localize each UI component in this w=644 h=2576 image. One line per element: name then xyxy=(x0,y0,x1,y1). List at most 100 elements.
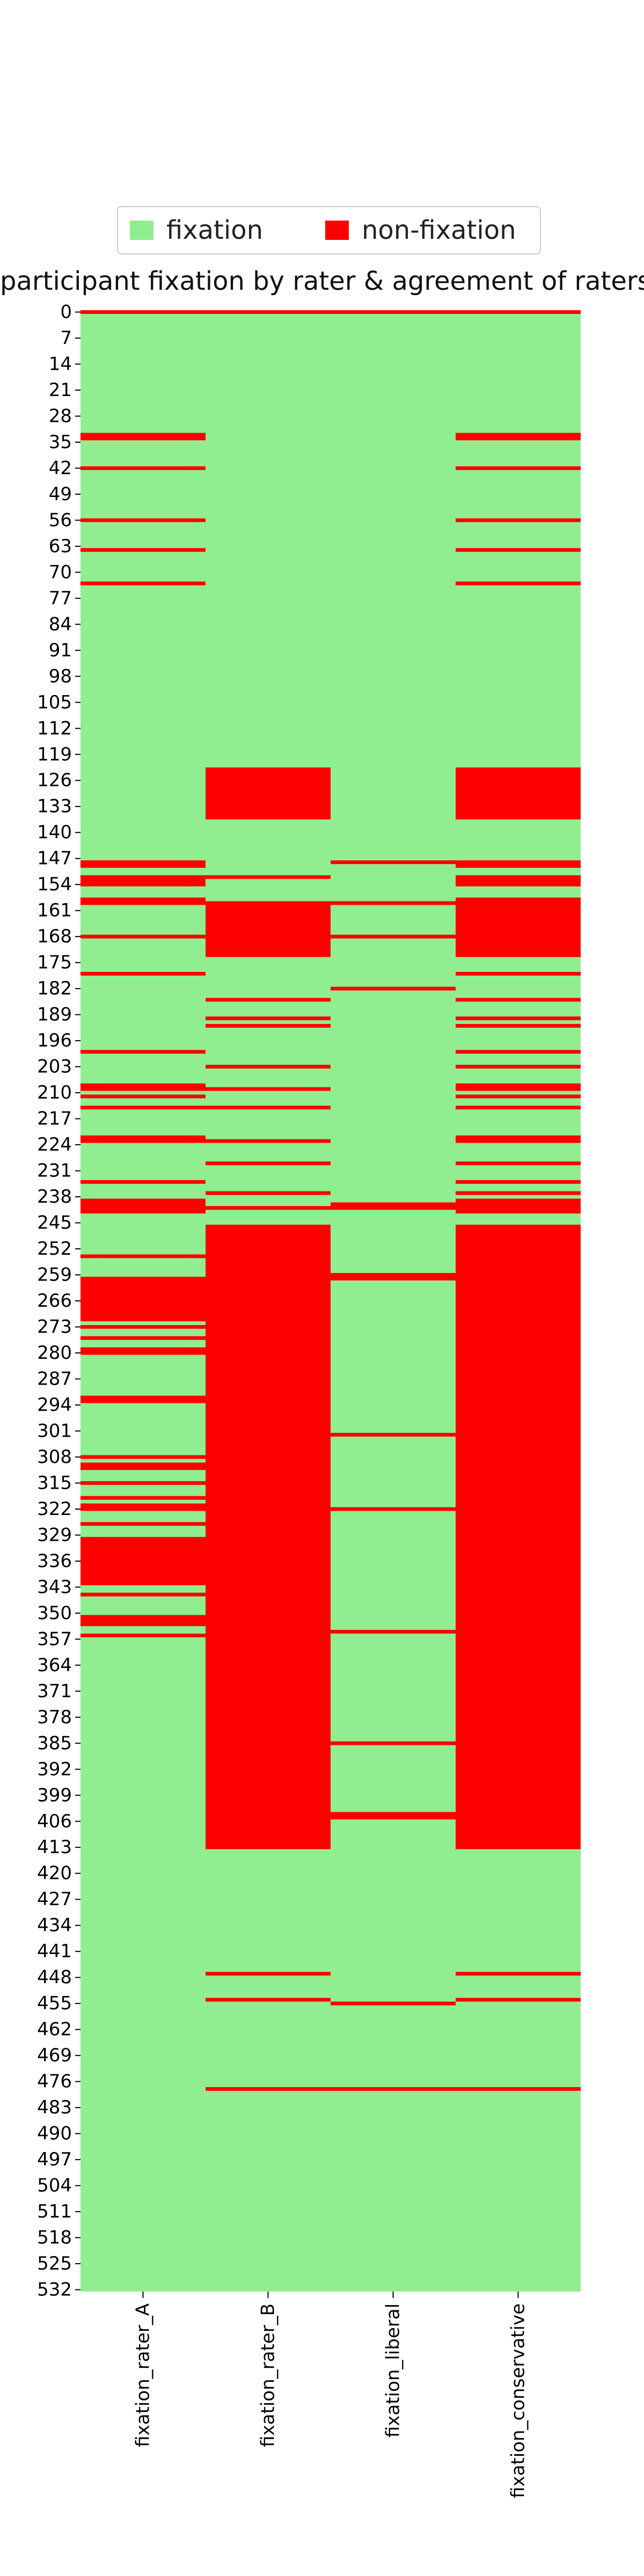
y-tick-label: 28 xyxy=(49,405,72,427)
non-fixation-cell xyxy=(456,466,581,470)
y-tick-label: 322 xyxy=(37,1498,72,1520)
non-fixation-cell xyxy=(456,581,581,586)
y-tick-label: 182 xyxy=(37,978,72,999)
heatmap-column-fixation-liberal xyxy=(331,310,456,2292)
non-fixation-cell xyxy=(80,581,206,586)
non-fixation-cell xyxy=(456,1016,581,1021)
non-fixation-cell xyxy=(331,1741,456,1745)
legend-label-non-fixation: non-fixation xyxy=(362,215,516,245)
y-tick-label: 385 xyxy=(37,1732,72,1754)
non-fixation-cell xyxy=(80,1462,206,1470)
heatmap-column-fixation-rater-B xyxy=(206,310,331,2292)
non-fixation-cell xyxy=(456,1083,581,1091)
non-fixation-cell xyxy=(456,1094,581,1099)
non-fixation-cell xyxy=(456,860,581,868)
legend: fixation non-fixation xyxy=(117,206,541,254)
y-tick-label: 518 xyxy=(37,2227,72,2249)
non-fixation-cell xyxy=(80,860,206,868)
y-tick-label: 434 xyxy=(37,1915,72,1936)
y-tick-label: 196 xyxy=(37,1030,72,1051)
y-tick-label: 357 xyxy=(37,1628,72,1650)
x-tick-label: fixation_liberal xyxy=(383,2303,404,2438)
y-tick-label: 238 xyxy=(37,1186,72,1208)
y-tick-label: 336 xyxy=(37,1550,72,1572)
non-fixation-cell xyxy=(80,1106,206,1110)
y-tick-label: 308 xyxy=(37,1446,72,1468)
non-fixation-cell xyxy=(456,1050,581,1054)
y-tick-label: 427 xyxy=(37,1889,72,1910)
non-fixation-cell xyxy=(80,518,206,522)
non-fixation-cell xyxy=(80,1503,206,1511)
non-fixation-cell xyxy=(80,1254,206,1258)
y-tick-label: 231 xyxy=(37,1160,72,1182)
y-tick-label: 154 xyxy=(37,874,72,895)
y-tick-label: 175 xyxy=(37,952,72,974)
y-tick-label: 126 xyxy=(37,770,72,791)
non-fixation-cell xyxy=(80,1496,206,1500)
non-fixation-cell xyxy=(80,971,206,976)
y-tick-label: 105 xyxy=(37,692,72,713)
y-tick-label: 259 xyxy=(37,1264,72,1286)
y-tick-label: 497 xyxy=(37,2149,72,2170)
non-fixation-cell xyxy=(456,433,581,441)
non-fixation-cell xyxy=(206,767,331,819)
legend-item-non-fixation: non-fixation xyxy=(325,207,516,253)
non-fixation-cell xyxy=(456,1180,581,1184)
y-tick-label: 49 xyxy=(49,484,72,505)
non-fixation-cell xyxy=(206,2087,331,2091)
non-fixation-cell xyxy=(80,1633,206,1637)
y-tick-label: 399 xyxy=(37,1784,72,1806)
y-tick-label: 287 xyxy=(37,1368,72,1389)
y-tick-label: 0 xyxy=(60,301,72,323)
y-tick-label: 329 xyxy=(37,1524,72,1546)
non-fixation-cell xyxy=(331,2001,456,2006)
y-tick-label: 315 xyxy=(37,1472,72,1494)
non-fixation-cell xyxy=(80,1395,206,1403)
non-fixation-cell xyxy=(456,1191,581,1195)
non-fixation-cell xyxy=(331,1432,456,1437)
y-tick-label: 301 xyxy=(37,1420,72,1441)
non-fixation-cell xyxy=(206,901,331,957)
non-fixation-cell xyxy=(80,1083,206,1091)
cell-background xyxy=(331,310,456,2292)
non-fixation-cell xyxy=(331,310,456,314)
y-tick-label: 350 xyxy=(37,1602,72,1624)
non-fixation-cell xyxy=(206,1023,331,1028)
y-tick-label: 14 xyxy=(49,353,72,375)
non-fixation-cell xyxy=(456,1106,581,1110)
non-fixation-cell xyxy=(206,1087,331,1091)
y-tick-label: 448 xyxy=(37,1967,72,1988)
non-fixation-cell xyxy=(331,1812,456,1820)
y-tick-label: 280 xyxy=(37,1342,72,1364)
y-tick-label: 168 xyxy=(37,926,72,947)
non-fixation-cell xyxy=(206,1161,331,1166)
non-fixation-cell xyxy=(456,1972,581,1976)
title-wrapper: participant fixation by rater & agreemen… xyxy=(0,0,644,322)
non-fixation-cell xyxy=(80,466,206,470)
y-tick-label: 91 xyxy=(49,640,72,661)
heatmap-column-fixation-rater-A xyxy=(80,310,206,2292)
non-fixation-cell xyxy=(80,1325,206,1329)
y-tick-label: 42 xyxy=(49,457,72,479)
y-tick-label: 112 xyxy=(37,718,72,739)
x-tick-label: fixation_rater_A xyxy=(133,2303,154,2447)
non-fixation-cell xyxy=(456,998,581,1002)
non-fixation-cell xyxy=(80,1522,206,1526)
non-fixation-cell xyxy=(456,1135,581,1143)
non-fixation-cell xyxy=(456,1023,581,1028)
non-fixation-cell xyxy=(206,1065,331,1069)
y-tick-label: 133 xyxy=(37,796,72,817)
y-tick-label: 371 xyxy=(37,1680,72,1702)
non-fixation-cell xyxy=(206,1191,331,1195)
y-tick-label: 490 xyxy=(37,2123,72,2145)
y-tick-label: 203 xyxy=(37,1056,72,1078)
non-fixation-cell xyxy=(456,897,581,957)
y-tick-label: 98 xyxy=(49,665,72,687)
non-fixation-cell xyxy=(80,433,206,441)
non-fixation-cell xyxy=(80,1615,206,1627)
non-fixation-cell xyxy=(456,310,581,314)
non-fixation-cell xyxy=(80,1198,206,1214)
y-tick-label: 140 xyxy=(37,822,72,843)
non-fixation-cell xyxy=(456,971,581,976)
